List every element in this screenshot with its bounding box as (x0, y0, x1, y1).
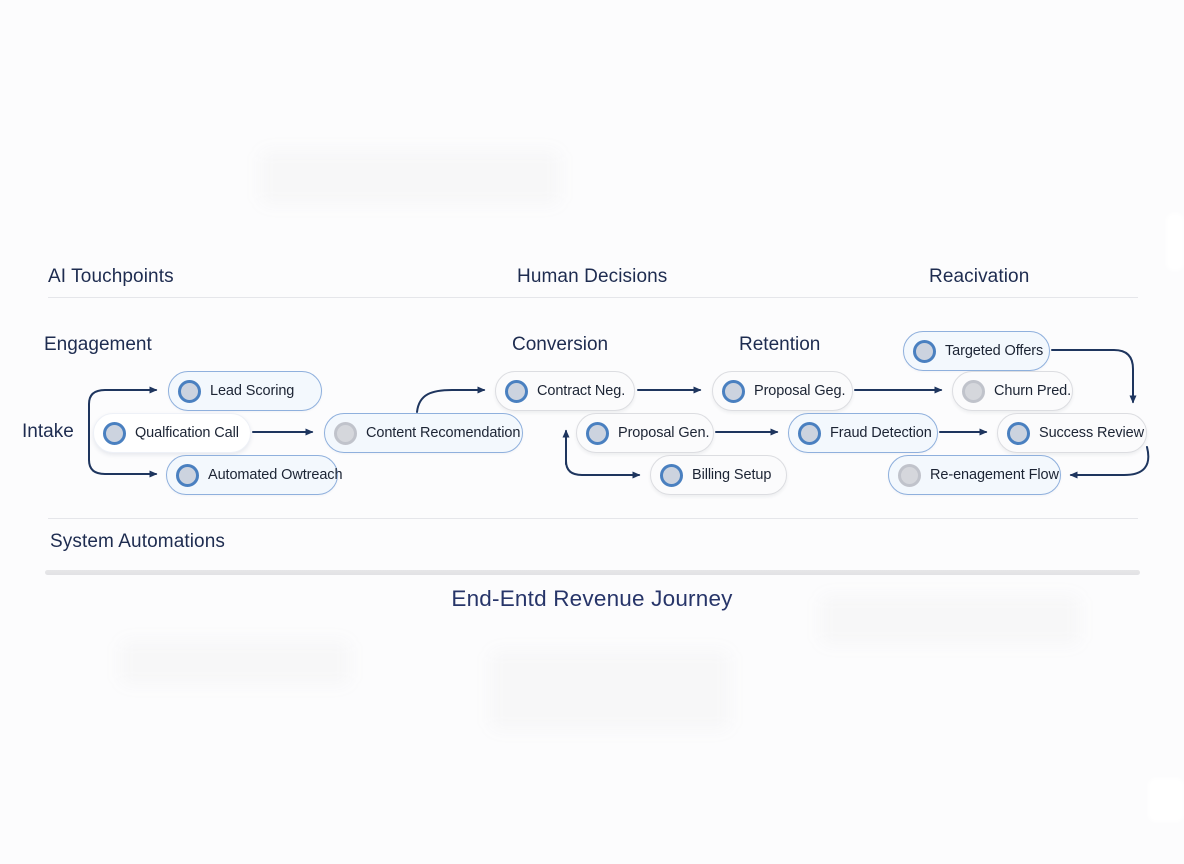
status-circle-icon (505, 379, 528, 403)
edge-artifact (1166, 213, 1184, 271)
node-label: Proposal Geg. (754, 383, 846, 399)
status-circle-icon (660, 463, 683, 487)
node-billing-setup[interactable]: Billing Setup (650, 455, 787, 495)
node-label: Content Recomendation (366, 425, 521, 441)
node-churn-pred[interactable]: Churn Pred. (952, 371, 1073, 411)
node-proposal-geg[interactable]: Proposal Geg. (712, 371, 853, 411)
node-label: Churn Pred. (994, 383, 1072, 399)
background-smudge (120, 640, 350, 685)
node-label: Fraud Detection (830, 425, 932, 441)
status-circle-icon (962, 379, 985, 403)
row-label-intake: Intake (22, 421, 74, 442)
page-title: End-Entd Revenue Journey (451, 586, 733, 611)
lane-header-system-automations: System Automations (50, 531, 225, 552)
node-contract-neg[interactable]: Contract Neg. (495, 371, 635, 411)
status-circle-icon (103, 421, 126, 445)
arrow-content-contract (416, 386, 486, 413)
node-label: Automated Owtreach (208, 467, 343, 483)
header-divider (48, 297, 1138, 298)
footer-bar (45, 570, 1140, 575)
stage-label-retention: Retention (739, 334, 821, 355)
node-proposal-gen[interactable]: Proposal Gen. (576, 413, 714, 453)
node-content-recomendation[interactable]: Content Recomendation (324, 413, 523, 453)
arrow-elbow-billing (565, 449, 641, 479)
status-circle-icon (798, 421, 821, 445)
status-circle-icon (913, 339, 936, 363)
bottom-divider (48, 518, 1138, 519)
edge-artifact (1148, 778, 1184, 822)
node-label: Qualfication Call (135, 425, 239, 441)
background-smudge (260, 150, 560, 205)
node-qualfication-call[interactable]: Qualfication Call (93, 413, 251, 453)
node-automated-owtreach[interactable]: Automated Owtreach (166, 455, 343, 495)
node-lead-scoring[interactable]: Lead Scoring (168, 371, 322, 411)
status-circle-icon (176, 463, 199, 487)
status-circle-icon (1007, 421, 1030, 445)
status-circle-icon (586, 421, 609, 445)
node-label: Contract Neg. (537, 383, 626, 399)
node-fraud-detection[interactable]: Fraud Detection (788, 413, 938, 453)
status-circle-icon (334, 421, 357, 445)
status-circle-icon (178, 379, 201, 403)
node-label: Re-enagement Flow (930, 467, 1059, 483)
node-label: Targeted Offers (945, 343, 1044, 359)
node-targeted-offers[interactable]: Targeted Offers (903, 331, 1050, 371)
background-smudge (490, 650, 730, 730)
status-circle-icon (722, 379, 745, 403)
node-success-review[interactable]: Success Review (997, 413, 1147, 453)
lane-header-human-decisions: Human Decisions (517, 266, 668, 287)
lane-header-ai-touchpoints: AI Touchpoints (48, 266, 174, 287)
node-label: Success Review (1039, 425, 1144, 441)
node-label: Lead Scoring (210, 383, 295, 399)
stage-label-conversion: Conversion (512, 334, 609, 355)
lane-header-reacivation: Reacivation (929, 266, 1030, 287)
node-label: Billing Setup (692, 467, 772, 483)
stage-label-engagement: Engagement (44, 334, 152, 355)
status-circle-icon (898, 463, 921, 487)
node-label: Proposal Gen. (618, 425, 710, 441)
background-smudge (820, 595, 1080, 645)
node-re-enagement-flow[interactable]: Re-enagement Flow (888, 455, 1061, 495)
